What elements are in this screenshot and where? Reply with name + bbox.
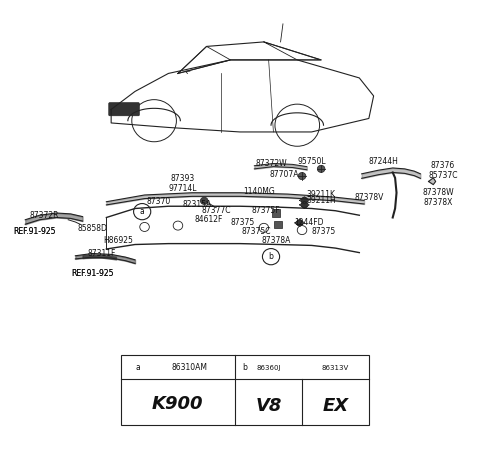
Text: 87376
85737C: 87376 85737C [428, 160, 457, 180]
Text: b: b [269, 252, 274, 261]
Circle shape [200, 197, 208, 204]
Text: 87244H: 87244H [368, 157, 398, 166]
Circle shape [301, 202, 308, 208]
Text: 1244FD: 1244FD [294, 218, 324, 227]
Text: 87378W
87378X: 87378W 87378X [422, 188, 454, 207]
Text: V8: V8 [255, 396, 282, 414]
Text: 86310AM: 86310AM [171, 362, 207, 371]
Text: 85858D: 85858D [77, 224, 107, 233]
Text: REF.91-925: REF.91-925 [71, 269, 113, 278]
Text: 87311F: 87311F [87, 249, 116, 258]
Text: 84612F: 84612F [195, 215, 223, 224]
Bar [120, 355, 369, 424]
Text: 86360J: 86360J [256, 365, 281, 371]
Text: 87378A: 87378A [261, 236, 290, 246]
Bar [275, 221, 282, 228]
Text: 82315A: 82315A [182, 200, 212, 209]
Text: 95750L: 95750L [297, 157, 326, 166]
Text: H86925: H86925 [103, 236, 133, 245]
Text: 86313V: 86313V [322, 365, 349, 371]
Text: 87378V: 87378V [354, 193, 384, 202]
Text: K900: K900 [152, 395, 204, 413]
Text: EX: EX [322, 396, 348, 414]
Text: 1140MG: 1140MG [243, 187, 275, 196]
Text: 87375F: 87375F [252, 206, 280, 215]
Circle shape [296, 220, 303, 226]
Circle shape [317, 165, 325, 173]
Polygon shape [429, 178, 436, 185]
Circle shape [301, 197, 308, 203]
Text: 87375C: 87375C [242, 227, 272, 236]
Text: REF.91-925: REF.91-925 [71, 269, 113, 278]
Text: 87375: 87375 [230, 218, 254, 227]
Circle shape [298, 173, 306, 180]
Text: 87393
97714L: 87393 97714L [168, 174, 197, 193]
Text: b: b [242, 362, 247, 371]
Text: 39211K: 39211K [307, 190, 336, 198]
Text: REF.91-925: REF.91-925 [13, 226, 56, 236]
Text: 87372W: 87372W [255, 159, 287, 168]
Text: REF.91-925: REF.91-925 [13, 226, 56, 236]
Text: 87372R: 87372R [30, 211, 59, 220]
Text: 39211H: 39211H [306, 196, 336, 205]
Text: 87370: 87370 [147, 197, 171, 206]
Text: a: a [135, 362, 140, 371]
Bar [272, 209, 280, 217]
Text: 87707A: 87707A [270, 170, 299, 179]
Text: 87375: 87375 [312, 227, 336, 236]
FancyBboxPatch shape [109, 103, 139, 116]
Text: 87377C: 87377C [202, 206, 231, 215]
Text: a: a [140, 207, 144, 216]
